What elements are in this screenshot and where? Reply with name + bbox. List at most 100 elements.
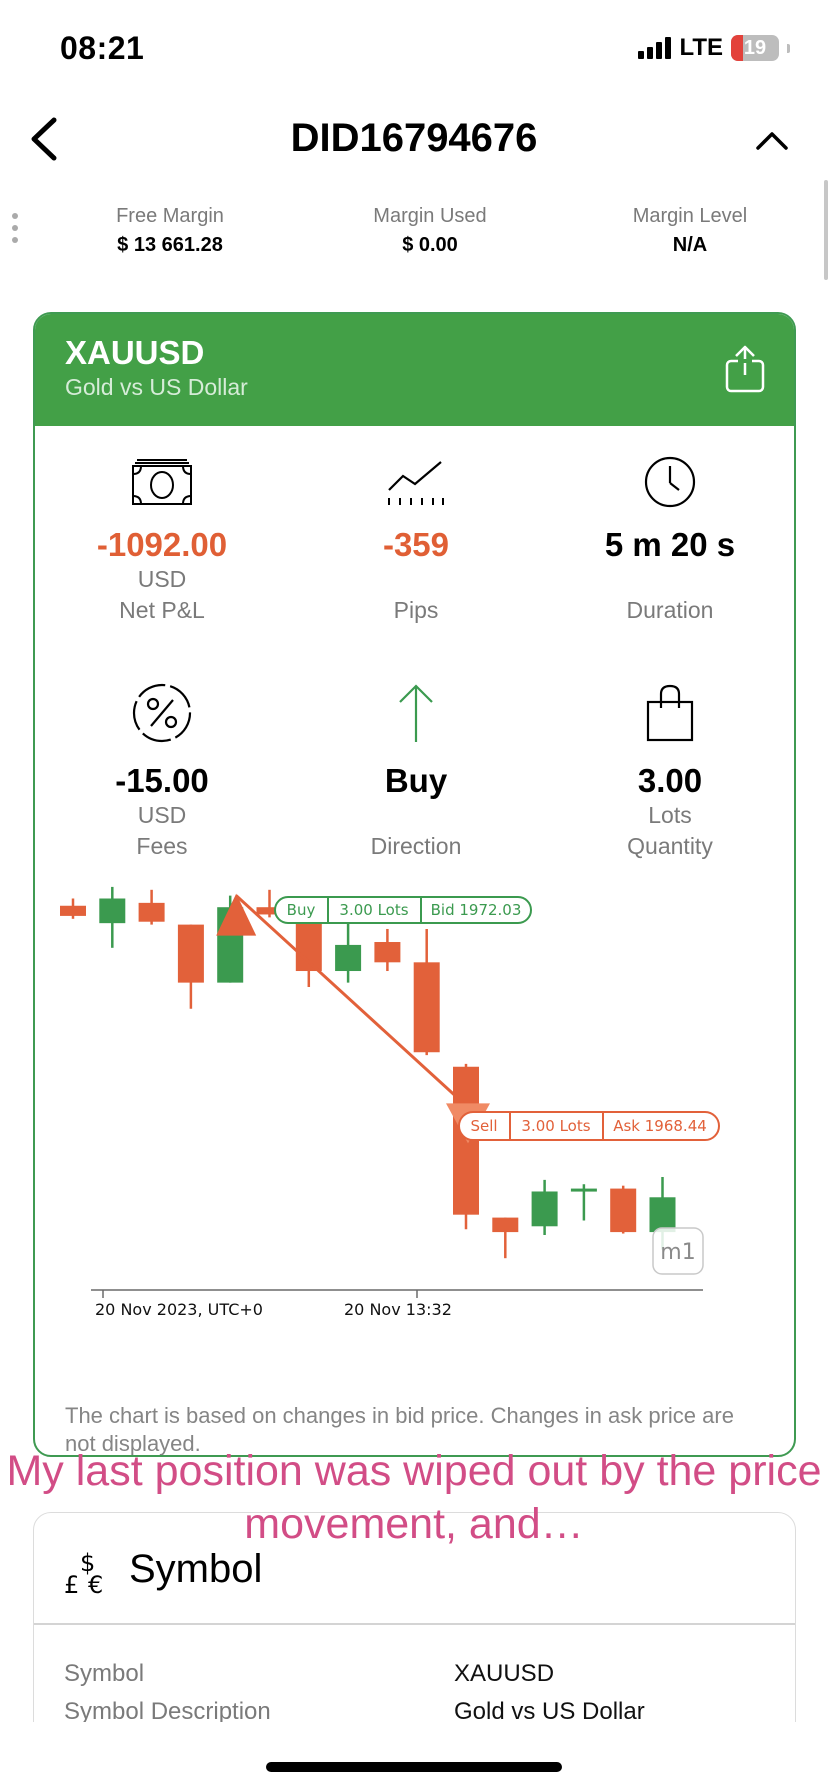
- account-summary: Free Margin $ 13 661.28 Margin Used $ 0.…: [40, 205, 820, 257]
- pips-chart-icon: [388, 461, 444, 505]
- symbol-section: $ £ € Symbol Symbol XAUUSD Symbol Descri…: [33, 1512, 796, 1792]
- entry-label[interactable]: Buy 3.00 Lots Bid 1972.03: [274, 896, 532, 924]
- status-bar: 08:21 LTE 19: [0, 0, 828, 100]
- margin-used: Margin Used $ 0.00: [300, 205, 560, 257]
- candle-body: [413, 962, 440, 1053]
- duration-label: Duration: [626, 597, 714, 623]
- margin-level-value: N/A: [672, 234, 708, 256]
- metric-fees: -15.00 USD Fees: [35, 682, 289, 860]
- net-pnl-unit: USD: [137, 566, 187, 592]
- metric-direction: Buy Direction: [289, 682, 543, 860]
- net-pnl-label: Net P&L: [119, 597, 205, 623]
- x-tick-label: 20 Nov 13:32: [344, 1300, 452, 1319]
- svg-text:€: €: [88, 1571, 103, 1597]
- trade-path: [216, 893, 490, 1144]
- entry-price: Bid 1972.03: [431, 901, 522, 919]
- candle-body: [531, 1191, 558, 1227]
- network-label: LTE: [679, 34, 723, 61]
- chevron-up-icon[interactable]: [752, 120, 792, 160]
- banknote-icon: [132, 459, 192, 505]
- percent-icon: [132, 683, 192, 743]
- price-chart[interactable]: Buy 3.00 Lots Bid 1972.03 Sell 3.00 Lots…: [35, 884, 794, 1364]
- margin-level: Margin Level N/A: [560, 205, 820, 257]
- exit-side: Sell: [470, 1117, 497, 1135]
- clock-icon: [644, 456, 696, 508]
- duration-value: 5 m 20 s: [604, 526, 736, 563]
- overlay-caption: My last position was wiped out by the pr…: [6, 1447, 822, 1548]
- svg-text:$: $: [80, 1549, 95, 1577]
- battery-level: 19: [743, 37, 767, 59]
- candle-body: [610, 1188, 637, 1233]
- info-key: Symbol: [64, 1660, 145, 1687]
- candle-body: [374, 942, 401, 963]
- free-margin-label: Free Margin: [116, 205, 224, 227]
- svg-text:£: £: [64, 1571, 79, 1597]
- shopping-bag-icon: [646, 684, 694, 742]
- trade-line: [235, 894, 470, 1109]
- candle-body: [335, 944, 362, 972]
- signal-icon: [638, 37, 672, 59]
- fees-label: Fees: [136, 833, 188, 859]
- more-dots-icon[interactable]: [12, 213, 20, 249]
- bottom-fade: [0, 1722, 828, 1792]
- nav-header: DID16794676: [0, 100, 828, 180]
- back-arrow-icon[interactable]: [22, 114, 72, 164]
- card-header: XAUUSD Gold vs US Dollar: [35, 314, 794, 426]
- candle-body: [649, 1197, 676, 1233]
- x-tick-label: 20 Nov 2023, UTC+0: [95, 1300, 263, 1319]
- battery-icon: 19: [731, 35, 779, 61]
- candle-body: [138, 902, 165, 922]
- home-indicator[interactable]: [266, 1762, 562, 1772]
- status-indicators: LTE 19: [638, 34, 790, 62]
- buy-marker: [216, 893, 257, 936]
- arrow-up-icon: [399, 684, 433, 742]
- candle-body: [570, 1188, 597, 1192]
- candle-body: [99, 898, 126, 924]
- entry-lots: 3.00 Lots: [339, 901, 408, 919]
- margin-used-value: $ 0.00: [402, 234, 458, 256]
- scroll-indicator: [824, 180, 828, 280]
- timeframe-label: m1: [660, 1240, 695, 1265]
- pips-label: Pips: [393, 597, 439, 623]
- symbol-section-header[interactable]: $ £ € Symbol: [34, 1513, 795, 1625]
- candle-body: [60, 905, 86, 916]
- position-card: XAUUSD Gold vs US Dollar -1092.00 USD Ne…: [33, 312, 796, 1457]
- margin-used-label: Margin Used: [373, 205, 487, 227]
- candle-body: [177, 924, 204, 983]
- candlestick-chart[interactable]: Buy 3.00 Lots Bid 1972.03 Sell 3.00 Lots…: [35, 884, 794, 1364]
- exit-label[interactable]: Sell 3.00 Lots Ask 1968.44: [458, 1111, 720, 1141]
- metric-duration: 5 m 20 s Duration: [543, 456, 794, 624]
- metric-quantity: 3.00 Lots Quantity: [543, 682, 794, 860]
- direction-value: Buy: [384, 762, 448, 799]
- quantity-unit: Lots: [648, 802, 692, 828]
- fees-value: -15.00: [115, 762, 209, 799]
- exit-price: Ask 1968.44: [613, 1117, 707, 1135]
- margin-level-label: Margin Level: [632, 205, 748, 227]
- free-margin-value: $ 13 661.28: [117, 234, 223, 256]
- direction-label: Direction: [370, 833, 462, 859]
- info-value: Gold vs US Dollar: [454, 1698, 645, 1725]
- metric-pips: -359 Pips: [289, 456, 543, 624]
- currency-icon: $ £ €: [64, 1549, 103, 1597]
- exit-lots: 3.00 Lots: [521, 1117, 590, 1135]
- status-time: 08:21: [60, 30, 145, 66]
- quantity-label: Quantity: [627, 833, 713, 859]
- net-pnl-value: -1092.00: [96, 526, 228, 563]
- info-key: Symbol Description: [64, 1698, 271, 1725]
- symbol-name: XAUUSD: [65, 334, 205, 371]
- chart-note: The chart is based on changes in bid pri…: [65, 1403, 734, 1456]
- fees-unit: USD: [137, 802, 187, 828]
- candles-layer: [60, 886, 676, 1259]
- symbol-section-title: Symbol: [129, 1547, 263, 1591]
- metric-net-pnl: -1092.00 USD Net P&L: [35, 456, 289, 624]
- entry-side: Buy: [287, 901, 316, 919]
- free-margin: Free Margin $ 13 661.28: [40, 205, 300, 257]
- page-title: DID16794676: [290, 116, 538, 160]
- timeframe-button[interactable]: m1: [652, 1227, 704, 1275]
- pips-value: -359: [382, 526, 450, 563]
- candle-body: [256, 907, 283, 915]
- info-value: XAUUSD: [454, 1660, 555, 1687]
- symbol-description: Gold vs US Dollar: [65, 374, 248, 400]
- quantity-value: 3.00: [637, 762, 703, 799]
- share-icon[interactable]: [724, 344, 766, 394]
